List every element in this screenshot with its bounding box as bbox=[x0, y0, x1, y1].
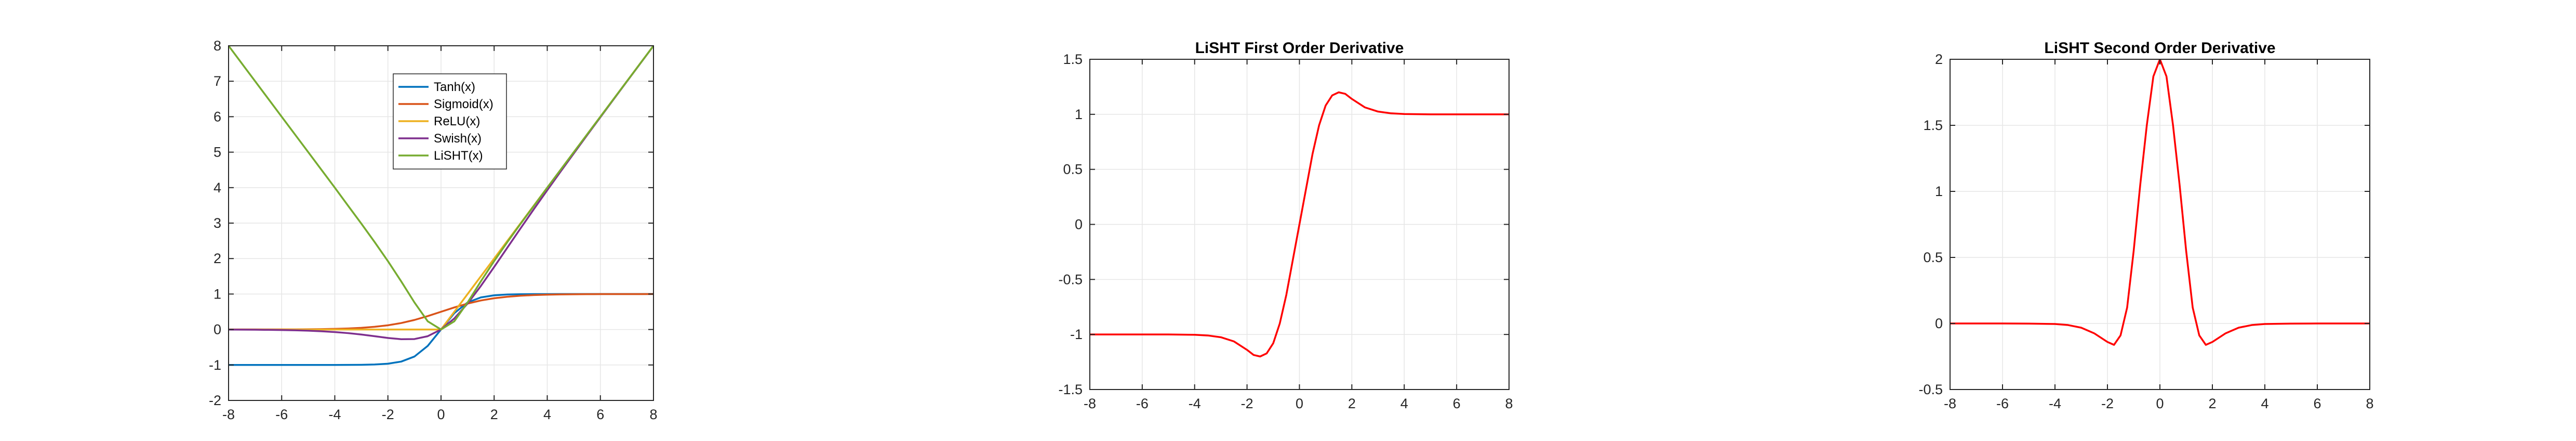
x-tick-label: 6 bbox=[2313, 396, 2321, 411]
legend-label: Sigmoid(x) bbox=[434, 97, 493, 111]
x-tick-label: -6 bbox=[1996, 396, 2009, 411]
y-tick-label: 1.5 bbox=[1063, 51, 1083, 67]
y-tick-label: 0.5 bbox=[1063, 162, 1083, 177]
chart-title: LiSHT Second Order Derivative bbox=[2044, 40, 2275, 57]
x-tick-label: 8 bbox=[2366, 396, 2373, 411]
x-tick-label: 2 bbox=[1348, 396, 1356, 411]
y-tick-label: -1 bbox=[1070, 327, 1083, 342]
x-tick-label: -2 bbox=[382, 407, 394, 422]
x-tick-label: -4 bbox=[2049, 396, 2061, 411]
legend-label: ReLU(x) bbox=[434, 114, 480, 128]
y-tick-label: 6 bbox=[213, 109, 221, 124]
x-tick-label: -8 bbox=[1944, 396, 1956, 411]
x-tick-label: 2 bbox=[490, 407, 498, 422]
x-tick-label: 4 bbox=[543, 407, 551, 422]
x-tick-label: 6 bbox=[1453, 396, 1461, 411]
plot-activation-functions: -8 -6 -4 -2 0 2 4 6 8 -2 -1 0 1 2 3 4 5 6 7 8 Tanh(x) Sigmoid… bbox=[209, 38, 658, 422]
y-tick-label: 1 bbox=[213, 286, 221, 302]
y-tick-label: 0 bbox=[213, 322, 221, 338]
y-tick-label: 4 bbox=[213, 180, 221, 196]
x-tick-label: -8 bbox=[222, 407, 235, 422]
legend-label: Tanh(x) bbox=[434, 80, 475, 94]
y-tick-label: -1 bbox=[209, 357, 221, 373]
y-tick-label: 1 bbox=[1075, 107, 1083, 122]
series-line-lisht-x bbox=[229, 46, 653, 331]
series-line-derivative bbox=[1950, 59, 2370, 346]
x-tick-label: -8 bbox=[1084, 396, 1096, 411]
legend-label: Swish(x) bbox=[434, 132, 482, 146]
y-tick-label: -2 bbox=[209, 393, 221, 408]
y-tick-label: 5 bbox=[213, 145, 221, 160]
y-tick-label: 1 bbox=[1935, 184, 1943, 199]
plot-second-order-derivative: -8 -6 -4 -2 0 2 4 6 8 -0.5 0 0.5 1 1.5 2 LiSHT Second O… bbox=[1918, 40, 2373, 411]
y-tick-label: 7 bbox=[213, 73, 221, 89]
x-tick-label: -4 bbox=[1189, 396, 1201, 411]
y-tick-label: 1.5 bbox=[1923, 118, 1943, 133]
x-tick-label: 2 bbox=[2208, 396, 2216, 411]
x-tick-label: 0 bbox=[437, 407, 445, 422]
x-tick-label: 8 bbox=[1505, 396, 1513, 411]
series-line-derivative bbox=[1090, 91, 1509, 358]
legend: Tanh(x) Sigmoid(x) ReLU(x) Swish(x) LiSHT(x) bbox=[393, 73, 507, 170]
y-tick-label: 0 bbox=[1935, 316, 1943, 331]
x-tick-label: -4 bbox=[328, 407, 341, 422]
x-tick-label: -2 bbox=[1241, 396, 1253, 411]
x-tick-label: 0 bbox=[2156, 396, 2164, 411]
y-tick-label: 0 bbox=[1075, 217, 1083, 232]
y-tick-label: 0.5 bbox=[1923, 250, 1943, 265]
y-tick-label: 2 bbox=[213, 251, 221, 266]
x-tick-label: 4 bbox=[1400, 396, 1408, 411]
plot-first-order-derivative: -8 -6 -4 -2 0 2 4 6 8 -1.5 -1 -0.5 0 0.5 1 1.5 LiSHT Fir… bbox=[1058, 40, 1513, 411]
y-tick-label: -0.5 bbox=[1058, 271, 1083, 287]
x-tick-label: -6 bbox=[275, 407, 288, 422]
y-tick-label: -1.5 bbox=[1058, 382, 1083, 397]
legend-label: LiSHT(x) bbox=[434, 149, 483, 163]
x-tick-label: 8 bbox=[649, 407, 657, 422]
x-tick-label: -2 bbox=[2101, 396, 2114, 411]
x-tick-label: 0 bbox=[1296, 396, 1303, 411]
x-tick-label: -6 bbox=[1136, 396, 1149, 411]
x-tick-label: 6 bbox=[596, 407, 604, 422]
y-tick-label: 2 bbox=[1935, 51, 1943, 67]
x-tick-label: 4 bbox=[2261, 396, 2268, 411]
y-tick-label: -0.5 bbox=[1918, 382, 1943, 397]
chart-title: LiSHT First Order Derivative bbox=[1195, 40, 1404, 57]
y-tick-label: 3 bbox=[213, 215, 221, 231]
y-tick-label: 8 bbox=[213, 38, 221, 54]
